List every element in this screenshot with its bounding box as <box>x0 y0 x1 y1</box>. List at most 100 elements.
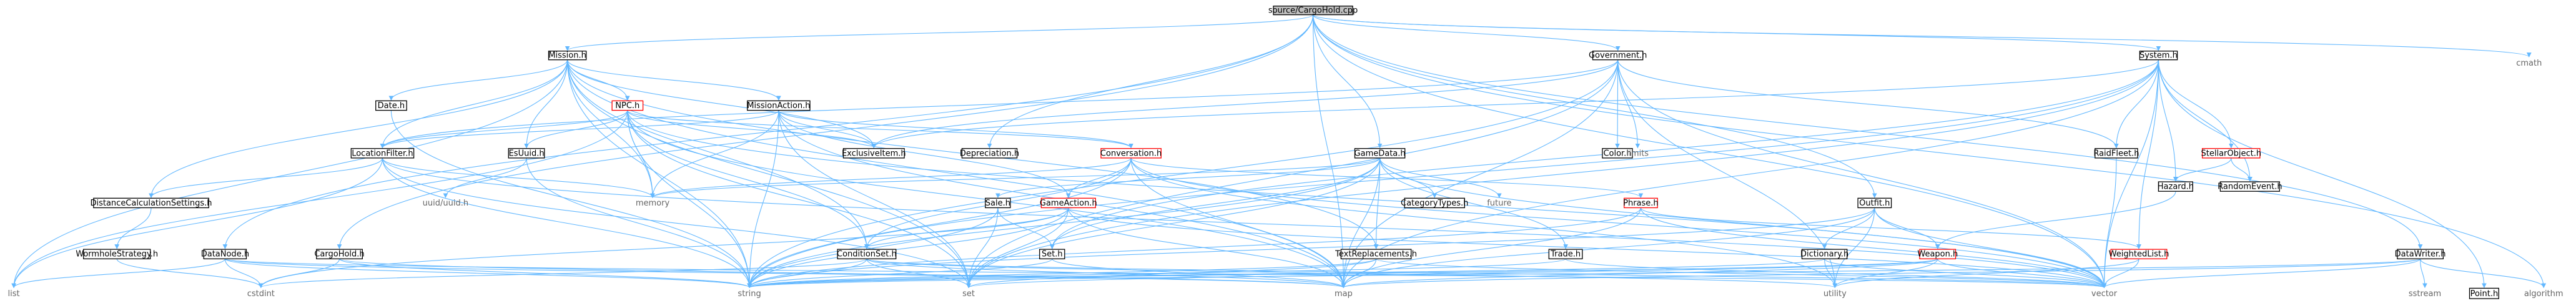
edge-datanode_h-to-string <box>224 258 752 289</box>
node-box <box>548 51 587 61</box>
edge-mission_h-to-locationfilter_h <box>380 59 568 149</box>
node-conversation-h[interactable]: Conversation.h <box>1100 148 1162 159</box>
node-label: cstdint <box>247 289 275 299</box>
edge-stellarobject_h-to-hazard_h <box>2173 157 2232 182</box>
node-depreciation-h[interactable]: Depreciation.h <box>960 148 1019 159</box>
edge-outfit_h-to-string <box>747 207 1875 289</box>
node-outfit-h[interactable]: Outfit.h <box>1857 197 1892 209</box>
node-trade-h[interactable]: Trade.h <box>1548 249 1583 259</box>
edge-root-to-outfit_h <box>1313 14 1877 199</box>
edge-missionaction_h-to-exclusiveitem_h <box>778 110 877 149</box>
node-label: cmath <box>2516 59 2542 68</box>
edge-system_h-to-hazard_h <box>2158 59 2178 182</box>
node-gamedata-h[interactable]: GameData.h <box>1355 148 1406 159</box>
edge-cargohold_h-to-string <box>338 258 752 289</box>
node-date-h[interactable]: Date.h <box>375 100 407 111</box>
edge-weapon_h-to-map <box>1341 258 1938 289</box>
node-set: set <box>962 289 975 299</box>
node-locationfilter-h[interactable]: LocationFilter.h <box>350 148 415 159</box>
edge-gamedata_h-to-set <box>966 157 1381 289</box>
node-weapon-h[interactable]: Weapon.h <box>1917 249 1958 259</box>
node-datawriter-h[interactable]: DataWriter.h <box>2395 249 2446 259</box>
edge-system_h-to-raidfleet_h <box>2114 59 2159 149</box>
node-distancecalculationsettings-h[interactable]: DistanceCalculationSettings.h <box>90 197 212 209</box>
node-dictionary-h[interactable]: Dictionary.h <box>1800 249 1848 259</box>
node-mission-h[interactable]: Mission.h <box>548 51 587 61</box>
node-hazard-h[interactable]: Hazard.h <box>2158 181 2194 192</box>
node-government-h[interactable]: Government.h <box>1589 51 1647 61</box>
node-conditionset-h[interactable]: ConditionSet.h <box>837 249 897 259</box>
edge-npc_h-to-string <box>627 110 752 289</box>
node-npc-h[interactable]: NPC.h <box>611 100 644 111</box>
edge-government_h-to-raidfleet_h <box>1617 59 2119 149</box>
node-color-h[interactable]: Color.h <box>1602 148 1633 159</box>
node-box <box>93 197 209 209</box>
node-cstdint: cstdint <box>247 289 275 299</box>
edge-mission_h-to-exclusiveitem_h <box>567 59 877 149</box>
edge-conversation_h-to-map <box>1130 157 1346 289</box>
edge-system_h-to-vector <box>2101 59 2159 289</box>
node-gameaction-h[interactable]: GameAction.h <box>1040 197 1097 209</box>
node-box <box>611 100 644 111</box>
edge-esuuid_h-to-string <box>526 157 752 289</box>
node-label: uuid/uuid.h <box>423 199 468 208</box>
edge-government_h-to-set <box>966 59 1619 289</box>
node-uuid-uuid-h: uuid/uuid.h <box>423 199 468 208</box>
node-label: Phrase.h <box>1623 199 1659 208</box>
node-label: ExclusiveItem.h <box>842 149 906 158</box>
edge-government_h-to-locationfilter_h <box>380 59 1619 149</box>
node-box <box>1857 197 1892 209</box>
edge-cargohold_h-to-cstdint <box>258 259 340 289</box>
edge-system_h-to-stellarobject_h <box>2158 59 2234 149</box>
node-randomevent-h[interactable]: RandomEvent.h <box>2218 181 2282 192</box>
node-label: Dictionary.h <box>1800 250 1848 259</box>
edge-gamedata_h-to-vector <box>1379 157 2107 289</box>
node-list: list <box>8 289 20 299</box>
edge-root-to-datawriter_h <box>1313 14 2423 249</box>
node-box <box>1040 197 1096 209</box>
node-textreplacements-h[interactable]: TextReplacements.h <box>1335 249 1417 259</box>
node-source-cargohold-cpp[interactable]: source/CargoHold.cpp <box>1268 6 1358 16</box>
node-sale-h[interactable]: Sale.h <box>985 197 1011 209</box>
node-box <box>2469 287 2499 299</box>
node-exclusiveitem-h[interactable]: ExclusiveItem.h <box>842 148 906 159</box>
node-algorithm: algorithm <box>2524 289 2564 299</box>
edge-textreplacements_h-to-vector <box>1376 258 2106 289</box>
edge-locationfilter_h-to-distancecalc_h <box>149 157 383 199</box>
edge-conditionset_h-to-map <box>866 258 1346 289</box>
node-label: System.h <box>2139 51 2178 61</box>
node-set-h[interactable]: Set.h <box>1039 249 1065 259</box>
node-missionaction-h[interactable]: MissionAction.h <box>747 100 811 111</box>
edge-government_h-to-limits <box>1617 59 1641 149</box>
node-phrase-h[interactable]: Phrase.h <box>1623 197 1659 209</box>
edge-gamedata_h-to-memory <box>650 157 1381 199</box>
node-label: Point.h <box>2470 289 2499 299</box>
edge-system_h-to-exclusiveitem_h <box>871 59 2159 149</box>
node-point-h[interactable]: Point.h <box>2469 287 2499 299</box>
edge-outfit_h-to-utility <box>1832 207 1875 289</box>
edge-missionaction_h-to-string <box>747 110 779 289</box>
node-box <box>1039 249 1065 259</box>
node-label: GameAction.h <box>1040 199 1097 208</box>
node-wormholestrategy-h[interactable]: WormholeStrategy.h <box>76 249 158 259</box>
node-stellarobject-h[interactable]: StellarObject.h <box>2201 148 2262 159</box>
node-label: string <box>738 289 761 299</box>
edge-root-to-datanode_h <box>222 14 1314 249</box>
node-weightedlist-h[interactable]: WeightedList.h <box>2109 249 2169 259</box>
node-esuuid-h[interactable]: EsUuid.h <box>508 148 545 159</box>
node-future: future <box>1487 199 1511 208</box>
edge-root-to-gamedata_h <box>1313 14 1383 149</box>
node-label: source/CargoHold.cpp <box>1268 6 1358 16</box>
edge-conversation_h-to-phrase_h <box>1130 157 1644 199</box>
node-label: algorithm <box>2524 289 2564 299</box>
edge-esuuid_h-to-uuid_h <box>443 157 527 199</box>
node-categorytypes-h[interactable]: CategoryTypes.h <box>1401 197 1468 209</box>
node-label: CargoHold.h <box>314 250 364 259</box>
node-raidfleet-h[interactable]: RaidFleet.h <box>2093 148 2139 159</box>
node-cargohold-h[interactable]: CargoHold.h <box>314 249 365 259</box>
edge-datanode_h-to-vector <box>224 258 2106 289</box>
edge-government_h-to-exclusiveitem_h <box>871 59 1619 149</box>
node-datanode-h[interactable]: DataNode.h <box>201 249 249 259</box>
node-box <box>316 249 363 259</box>
node-system-h[interactable]: System.h <box>2139 51 2178 61</box>
